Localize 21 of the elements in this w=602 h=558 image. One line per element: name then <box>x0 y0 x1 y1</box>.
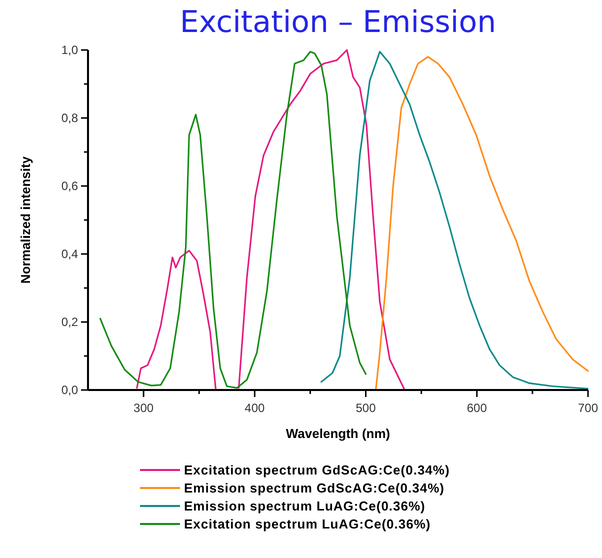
x-tick-label: 500 <box>356 401 376 415</box>
y-tick-label: 1,0 <box>61 43 78 58</box>
y-tick-label: 0,0 <box>61 383 78 398</box>
y-tick-label: 0,4 <box>61 247 78 262</box>
legend-label: Emission spectrum GdScAG:Ce(0.34%) <box>184 480 444 496</box>
legend-label: Excitation spectrum LuAG:Ce(0.36%) <box>184 516 431 532</box>
legend-label: Emission spectrum LuAG:Ce(0.36%) <box>184 498 426 514</box>
y-tick-label: 0,6 <box>61 179 78 194</box>
legend-label: Excitation spectrum GdScAG:Ce(0.34%) <box>184 462 450 478</box>
chart-title: Excitation – Emission <box>180 5 496 40</box>
y-tick-label: 0,2 <box>61 315 78 330</box>
x-tick-label: 400 <box>244 401 265 415</box>
line-series <box>99 50 367 389</box>
y-tick-label: 0,8 <box>61 111 78 126</box>
line-series <box>374 56 589 391</box>
line-series <box>320 50 588 390</box>
x-tick-label: 300 <box>134 401 154 415</box>
x-axis-title: Wavelength (nm) <box>286 426 390 441</box>
x-tick-label: 600 <box>466 401 488 415</box>
x-tick-label: 700 <box>578 401 598 415</box>
y-axis-title: Normalized intensity <box>18 156 33 284</box>
